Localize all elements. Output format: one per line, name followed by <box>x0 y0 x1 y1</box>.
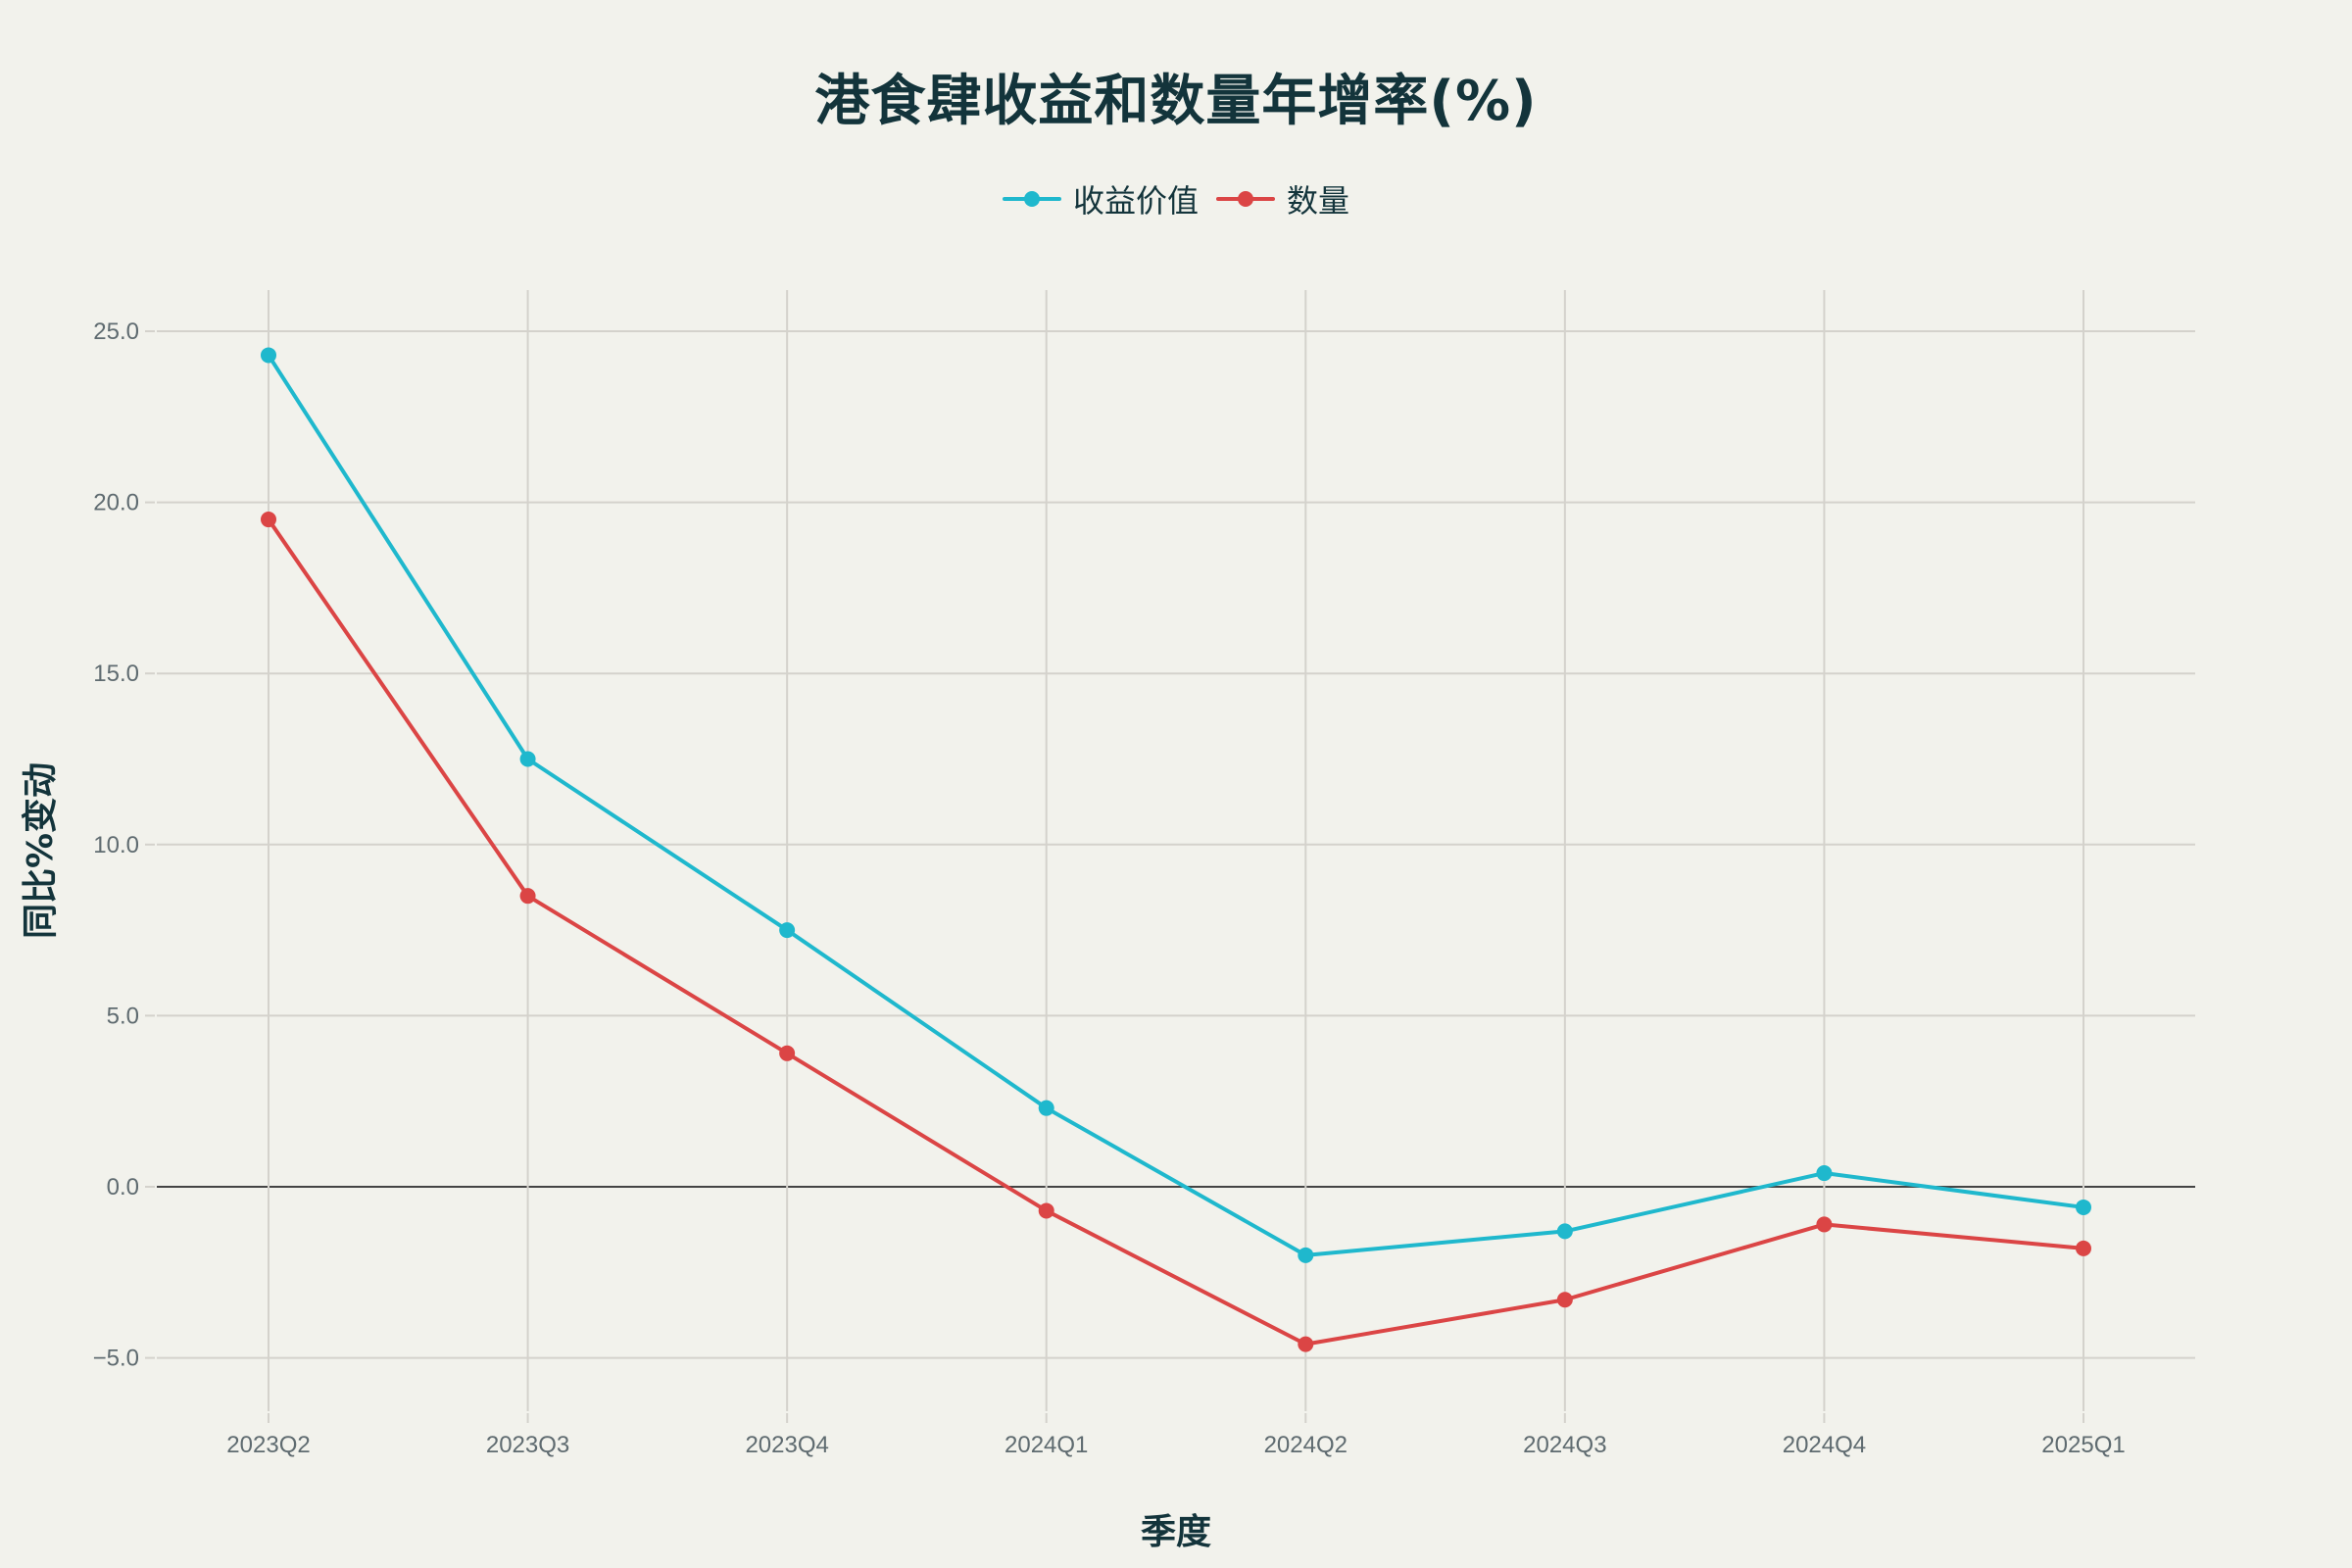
data-point[interactable] <box>1556 1292 1573 1308</box>
x-tick-label: 2025Q1 <box>2041 1432 2125 1458</box>
data-point[interactable] <box>1038 1100 1054 1116</box>
x-tick-label: 2023Q4 <box>745 1432 828 1458</box>
x-tick-label: 2024Q3 <box>1523 1432 1606 1458</box>
x-tick-label: 2023Q3 <box>486 1432 569 1458</box>
data-point[interactable] <box>1816 1216 1833 1233</box>
legend-item-revenue[interactable]: 收益价值 <box>1002 176 1199 221</box>
data-point[interactable] <box>519 751 536 767</box>
legend-label: 收益价值 <box>1072 182 1199 220</box>
data-point[interactable] <box>2076 1240 2091 1256</box>
data-point[interactable] <box>1298 1247 1314 1263</box>
data-point[interactable] <box>261 347 276 364</box>
y-tick-label: 0.0 <box>107 1174 139 1200</box>
gridlines <box>157 290 2195 1411</box>
chart-title: 港食肆收益和数量年增率(%) <box>814 70 1538 133</box>
series-revenue <box>261 347 2091 1263</box>
legend-label: 数量 <box>1287 182 1350 220</box>
x-tick-label: 2024Q2 <box>1264 1432 1348 1458</box>
data-point[interactable] <box>1816 1165 1833 1182</box>
x-tick-label: 2024Q1 <box>1004 1432 1088 1458</box>
data-point[interactable] <box>1038 1202 1054 1219</box>
legend: 收益价值 数量 <box>0 176 2352 221</box>
data-point[interactable] <box>519 888 536 905</box>
data-point[interactable] <box>1298 1336 1314 1352</box>
data-point[interactable] <box>779 1045 796 1061</box>
data-point[interactable] <box>1556 1223 1573 1240</box>
legend-line-marker-icon <box>1216 189 1275 209</box>
y-tick-label: −5.0 <box>93 1346 139 1372</box>
data-point[interactable] <box>261 512 276 528</box>
legend-item-quantity[interactable]: 数量 <box>1216 176 1349 221</box>
axis-ticks: −5.0 0.0 5.0 10.0 15.0 20.0 25.0 2023Q2 2023Q3 20… <box>93 318 2126 1458</box>
x-tick-label: 2023Q2 <box>226 1432 310 1458</box>
y-tick-label: 5.0 <box>107 1003 139 1029</box>
data-series <box>261 347 2091 1352</box>
y-tick-label: 10.0 <box>93 832 139 858</box>
legend-line-marker-icon <box>1002 189 1061 209</box>
x-tick-label: 2024Q4 <box>1783 1432 1866 1458</box>
y-tick-label: 25.0 <box>93 318 139 345</box>
series-quantity <box>261 512 2091 1352</box>
y-tick-label: 15.0 <box>93 661 139 687</box>
data-point[interactable] <box>779 922 796 939</box>
series-line <box>267 354 2084 1257</box>
y-tick-label: 20.0 <box>93 490 139 516</box>
x-axis-title: 季度 <box>1140 1512 1212 1552</box>
series-line <box>267 517 2084 1347</box>
data-point[interactable] <box>2076 1199 2091 1215</box>
